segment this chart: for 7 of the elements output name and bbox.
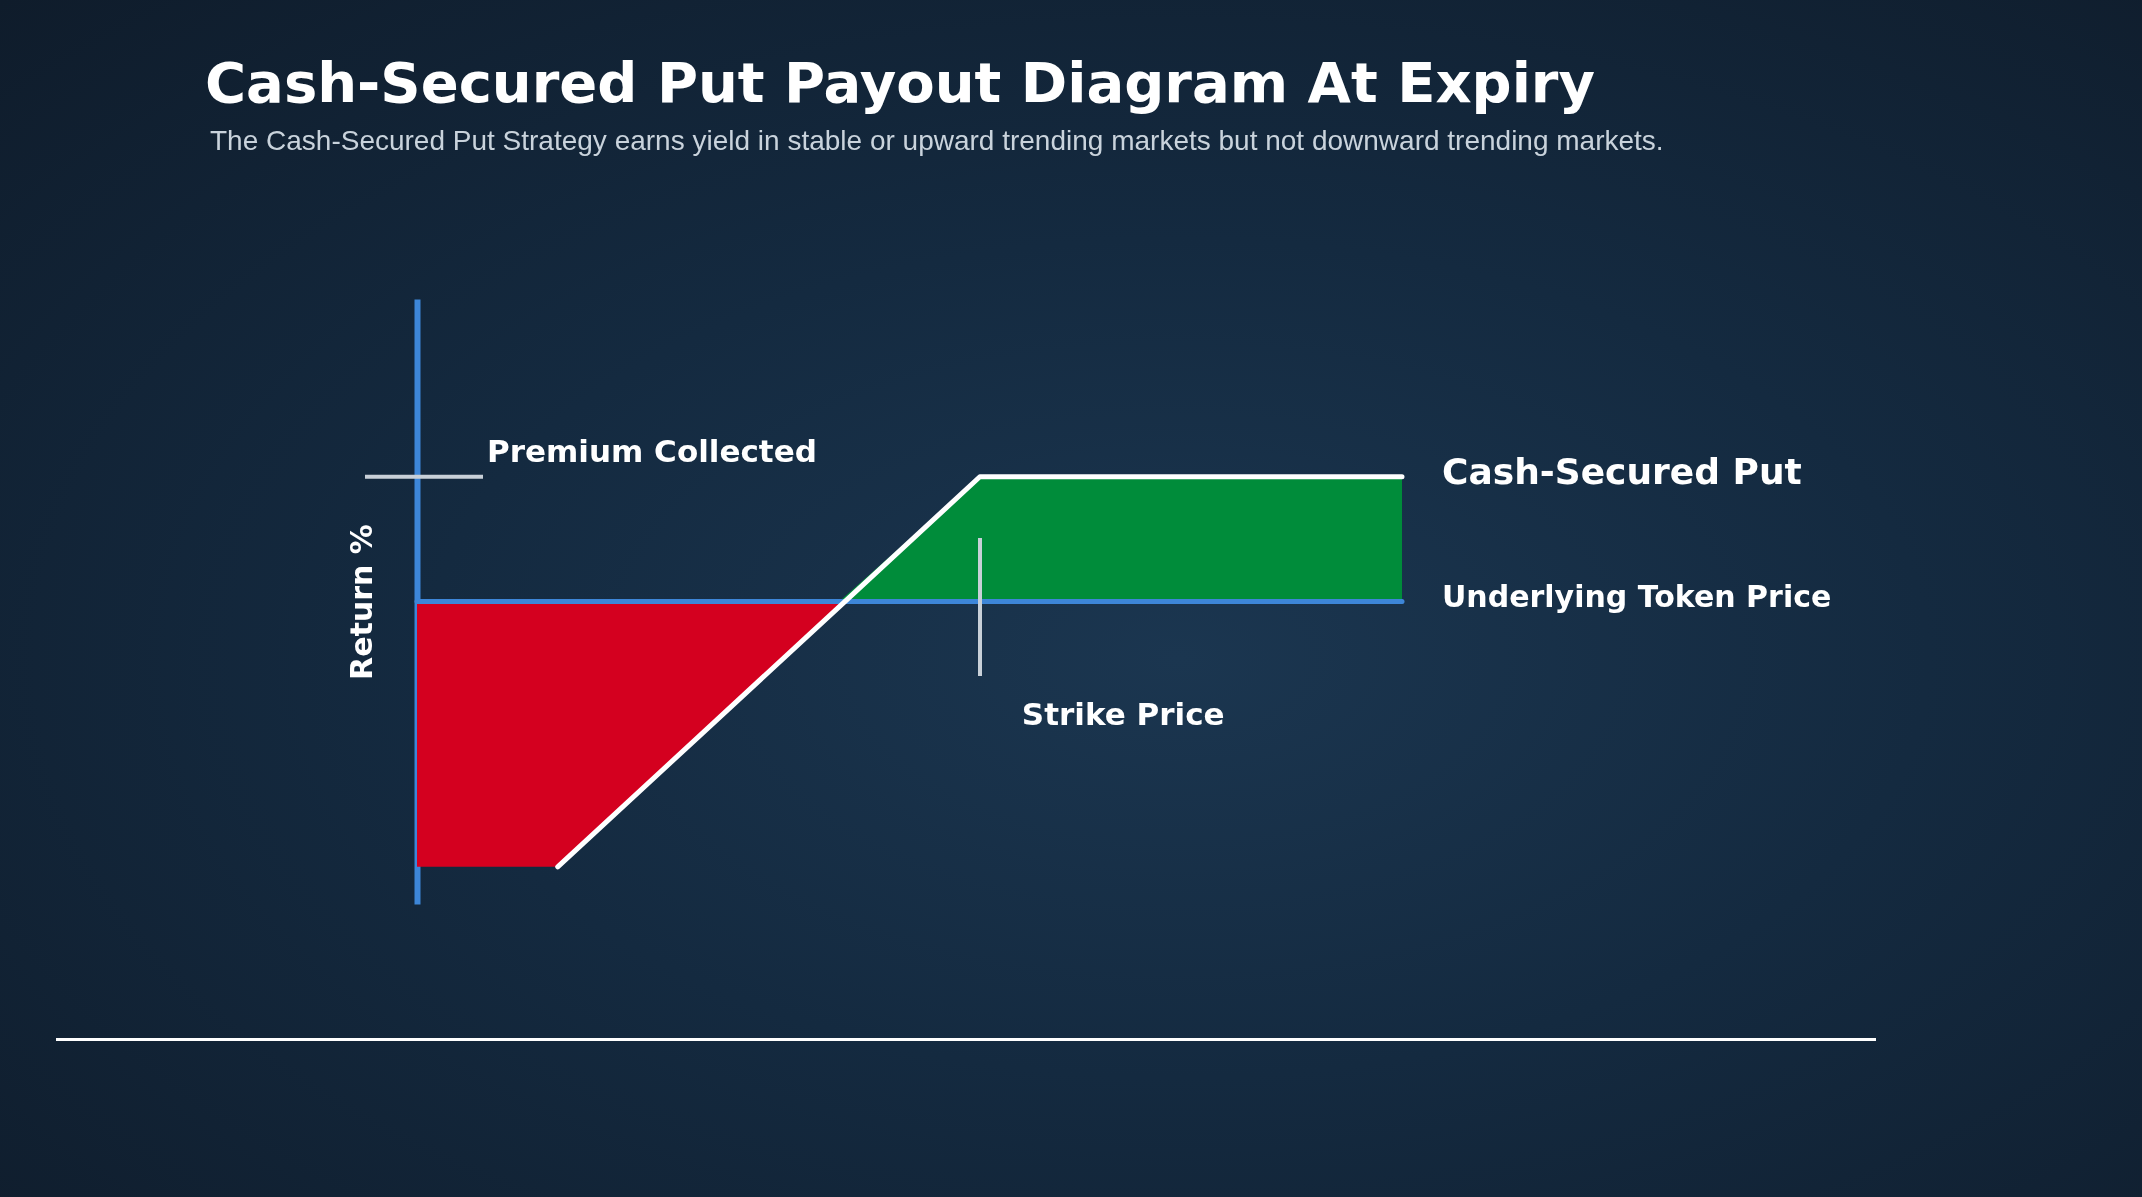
series-label: Cash-Secured Put: [1442, 450, 1802, 492]
chart-title: Cash-Secured Put Payout Diagram At Expiry: [205, 50, 1595, 115]
y-axis-title: Return %: [343, 524, 379, 680]
chart-subtitle: The Cash-Secured Put Strategy earns yield in stable or upward trending markets but not downward trending markets.: [210, 125, 1664, 157]
series-label: Underlying Token Price: [1442, 578, 1832, 614]
annotation: Strike Price: [1021, 695, 1225, 732]
ref-line-label: Premium Collected: [487, 432, 817, 469]
